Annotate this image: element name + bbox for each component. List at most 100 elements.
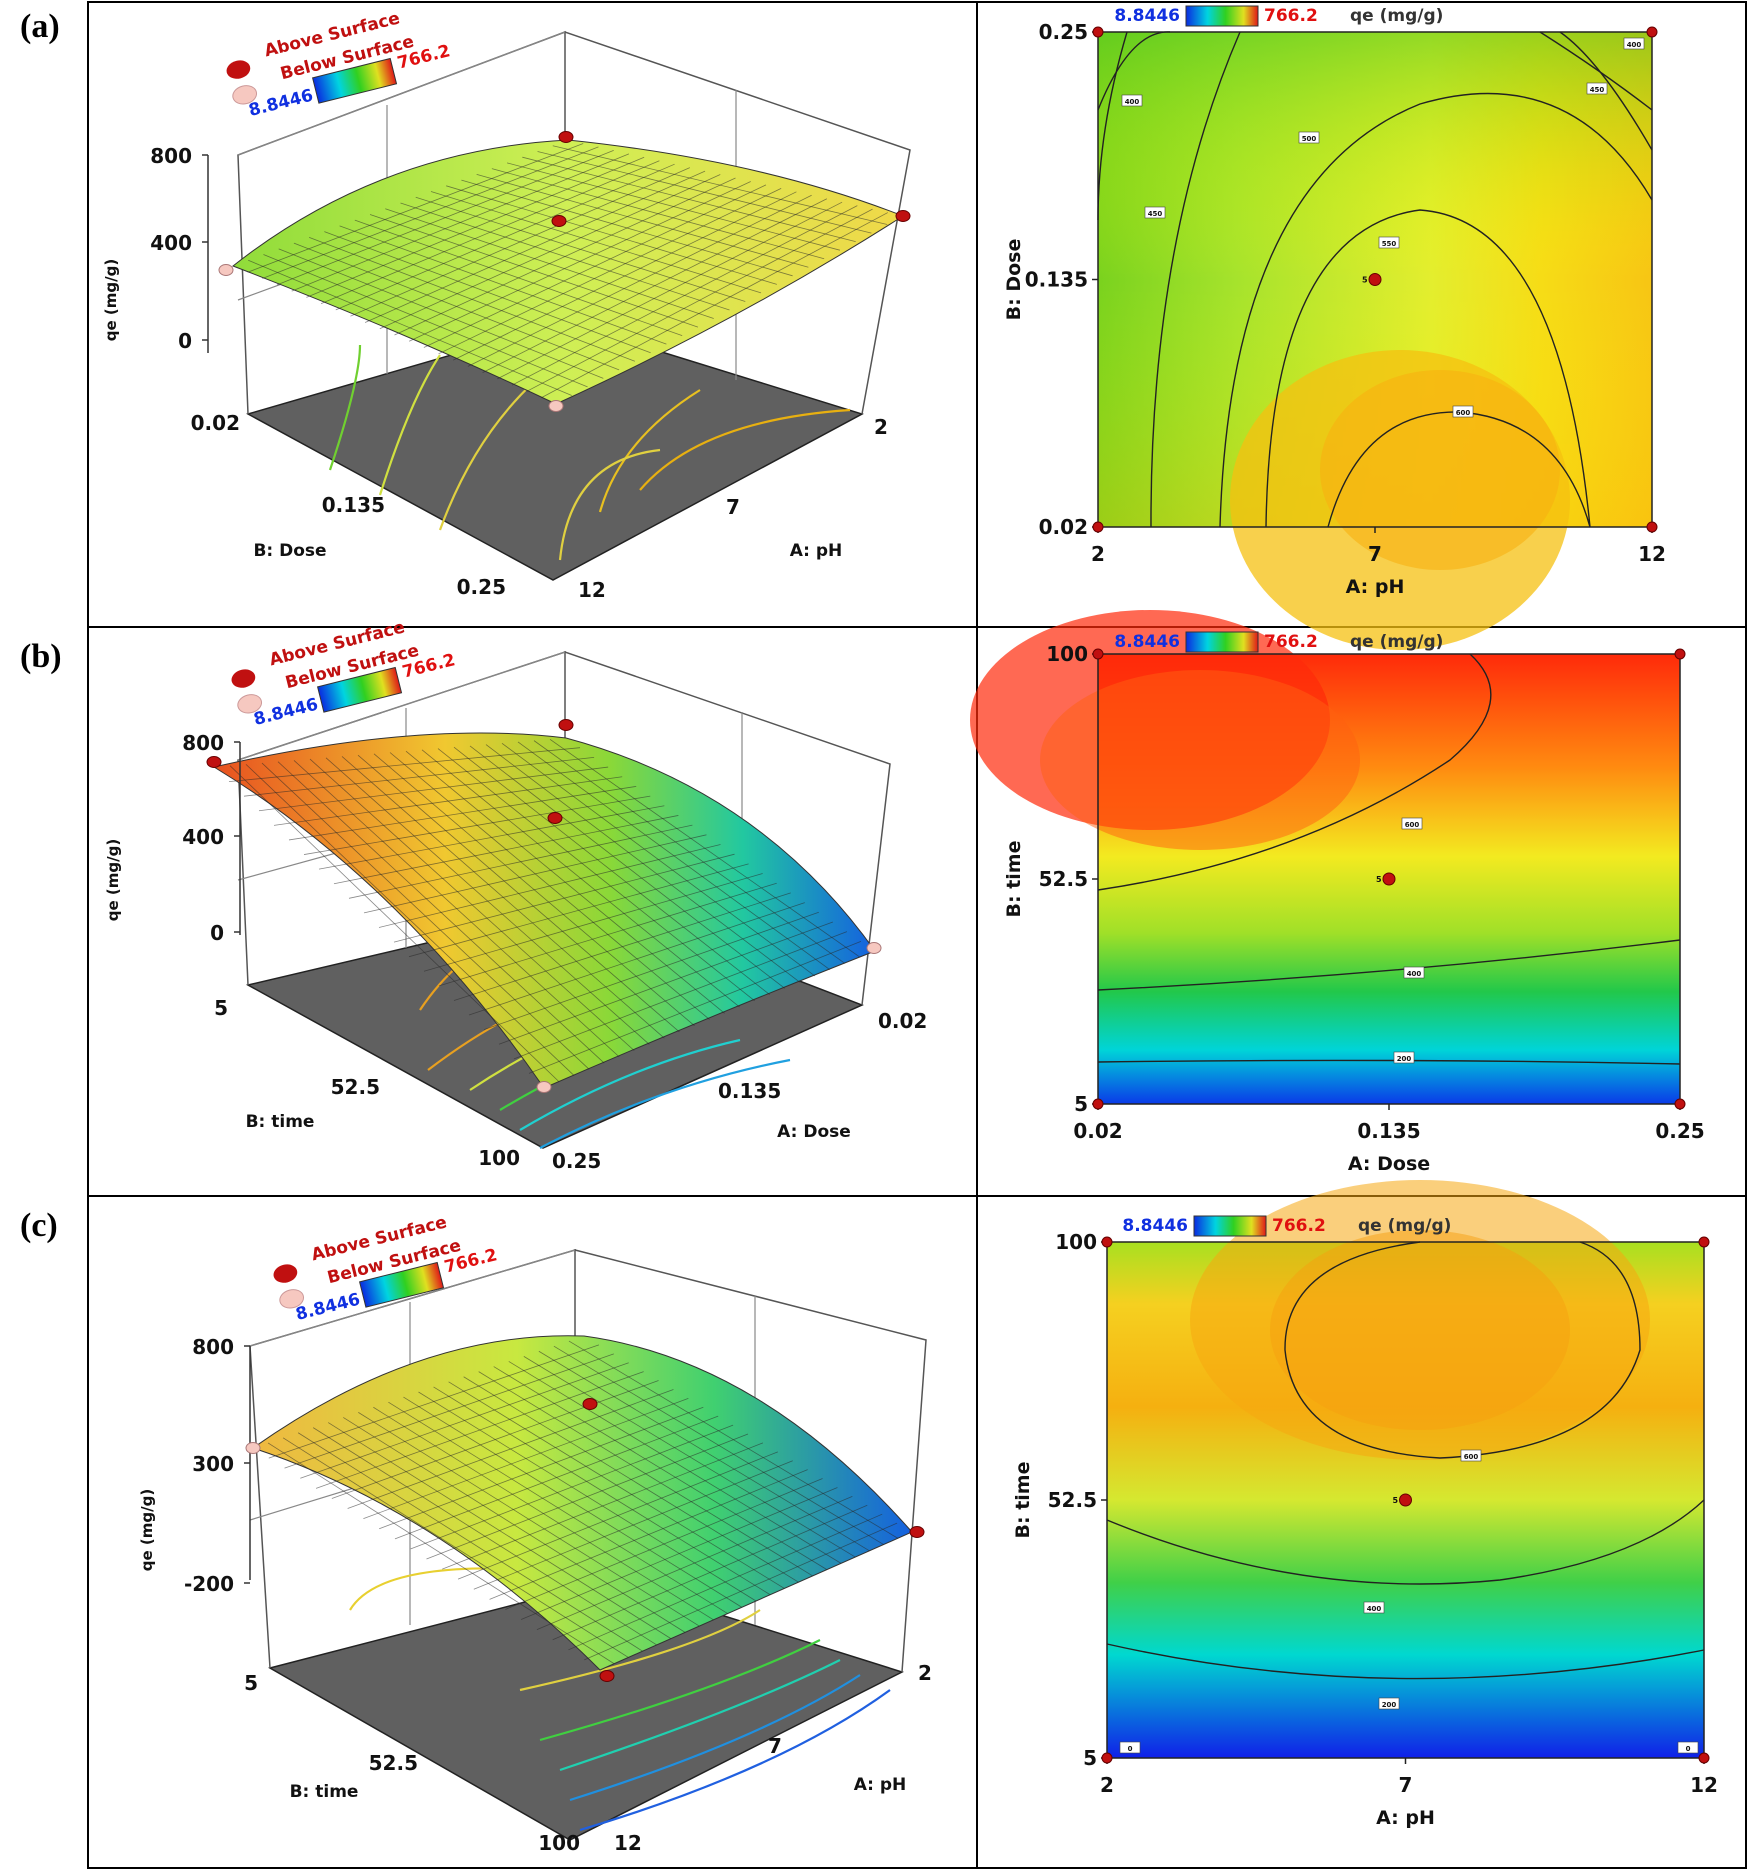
design-point-above	[551, 215, 567, 227]
contour-hotspot	[1270, 1230, 1570, 1430]
surface-mesh-line	[405, 750, 725, 1014]
contour-level-label: 500	[1302, 135, 1317, 143]
design-point-below	[548, 400, 564, 412]
x-tick-label: 12	[1638, 542, 1666, 566]
surface-mesh-line	[482, 198, 828, 373]
y-tick-label: 100	[538, 1831, 580, 1855]
y-tick-label: 5	[214, 996, 228, 1020]
x-tick-label: 7	[726, 495, 740, 519]
y-tick-label: 5	[1074, 1092, 1088, 1116]
surface-mesh-line	[415, 196, 746, 302]
design-point	[1092, 521, 1104, 533]
z-tick-label: 0	[210, 921, 224, 945]
x-tick-label: 0.25	[552, 1149, 601, 1173]
contour-plot-0: 400 450 500 550 600 450 400 2 7 12 A: pH 0.02 0.135 0…	[1003, 5, 1666, 650]
surface-mesh-line	[433, 1386, 771, 1596]
contour-line	[1265, 209, 1591, 528]
x-tick-label: 12	[1690, 1773, 1718, 1797]
x-tick-label: 7	[1368, 542, 1382, 566]
surface-colorbar	[358, 1261, 445, 1308]
panel-label-b: (b)	[20, 638, 62, 675]
surface-mesh-line	[446, 185, 777, 285]
surface-mesh-line	[453, 191, 797, 361]
contour-level-label: 600	[1456, 409, 1471, 417]
design-point	[1101, 1752, 1113, 1764]
colorbar-response-label: qe (mg/g)	[1350, 6, 1443, 26]
colorbar-min-label: 8.8446	[252, 695, 320, 730]
y-tick-label: 52.5	[1039, 867, 1088, 891]
surface-mesh-line	[394, 177, 736, 336]
center-point-count: 5	[1376, 875, 1382, 884]
contour-line	[1106, 1499, 1705, 1585]
surface-mesh-line	[469, 745, 785, 989]
design-point-below	[245, 1442, 261, 1454]
surface-mesh-line	[505, 1478, 823, 1610]
surface-mesh-line	[498, 921, 834, 1045]
z-axis-label: qe (mg/g)	[102, 259, 120, 341]
contour-level-label: 200	[1382, 1701, 1397, 1709]
contour-line	[1539, 31, 1653, 111]
design-point	[1698, 1752, 1710, 1764]
surface-mesh-line	[568, 1513, 883, 1651]
contour-level-box	[1677, 1741, 1699, 1754]
surface-mesh-line	[501, 742, 816, 977]
surface-mesh-line	[378, 844, 721, 928]
design-point-below	[866, 942, 882, 954]
surface-mesh-line	[491, 168, 825, 260]
y-axis-label: B: time	[1012, 1462, 1034, 1539]
x-tick-label: 0.25	[1655, 1119, 1704, 1143]
center-point	[1368, 273, 1382, 286]
y-tick-label: 0.02	[1039, 515, 1088, 539]
x-tick-label: 7	[768, 1734, 782, 1758]
design-point-above	[599, 1670, 615, 1682]
design-point-above	[206, 756, 222, 768]
surface-mesh-line	[537, 151, 872, 234]
contour-level-box	[1298, 131, 1320, 144]
z-tick-label: 800	[150, 144, 192, 168]
surface-mesh-line	[478, 1371, 813, 1577]
contour-level-box	[1403, 966, 1425, 979]
surface-mesh-line	[430, 191, 762, 294]
y-tick-label: 52.5	[1048, 1488, 1097, 1512]
floor-contour-line	[539, 1058, 791, 1149]
colorbar-min-label: 8.8446	[1122, 1216, 1188, 1236]
surface-mesh-line	[489, 1469, 808, 1600]
colorbar-max-label: 766.2	[1264, 6, 1318, 26]
surface-mesh-line	[506, 162, 841, 251]
center-point	[1399, 1493, 1412, 1507]
surface-mesh-line	[528, 940, 862, 1074]
z-tick-label: 300	[192, 1452, 234, 1476]
surface-mesh-line	[552, 145, 888, 225]
surface-mesh-line	[483, 911, 819, 1031]
surface-mesh-line	[448, 1381, 785, 1589]
surface-mesh-line	[485, 744, 801, 983]
floor-contour-line	[539, 1639, 821, 1742]
surface-mesh-line	[538, 1350, 870, 1552]
x-axis-label: A: pH	[790, 541, 843, 561]
contour-hotspot	[1320, 370, 1560, 570]
z-axis-label: qe (mg/g)	[138, 1489, 156, 1571]
contour-line	[1097, 939, 1681, 991]
z-tick-label: 800	[182, 731, 224, 755]
contour-level-box	[1401, 817, 1423, 830]
colorbar-min-label: 8.8446	[294, 1290, 362, 1325]
below-surface-marker	[279, 1289, 305, 1309]
below-surface-marker	[237, 694, 263, 714]
surface-mesh-line	[437, 748, 755, 1002]
contour-plot-2: 600 400 200 0 0 2 7 12 A: pH 5 52.5 100 B: time 5 8.84…	[1012, 1180, 1718, 1829]
y-axis-label: B: time	[290, 1782, 359, 1802]
surface-mesh-line	[523, 1356, 856, 1558]
contour-colorbar	[1185, 631, 1259, 653]
surface-mesh-line	[553, 1345, 884, 1545]
design-point	[1646, 521, 1658, 533]
design-point	[1101, 1236, 1113, 1248]
response-surface	[251, 1335, 913, 1671]
x-axis-label: A: pH	[854, 1775, 907, 1795]
floor-contour-line	[519, 1609, 761, 1692]
surface-mesh-line	[493, 1366, 828, 1570]
surface-mesh-line	[549, 738, 861, 958]
y-tick-label: 0.25	[457, 575, 506, 599]
colorbar-response-label: qe (mg/g)	[1358, 1216, 1451, 1236]
z-tick-label: 400	[150, 231, 192, 255]
